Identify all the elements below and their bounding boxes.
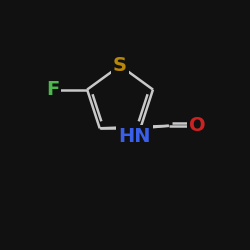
Text: S: S — [113, 56, 127, 75]
Text: F: F — [46, 80, 59, 99]
Text: HN: HN — [118, 128, 150, 146]
Text: O: O — [189, 116, 206, 135]
